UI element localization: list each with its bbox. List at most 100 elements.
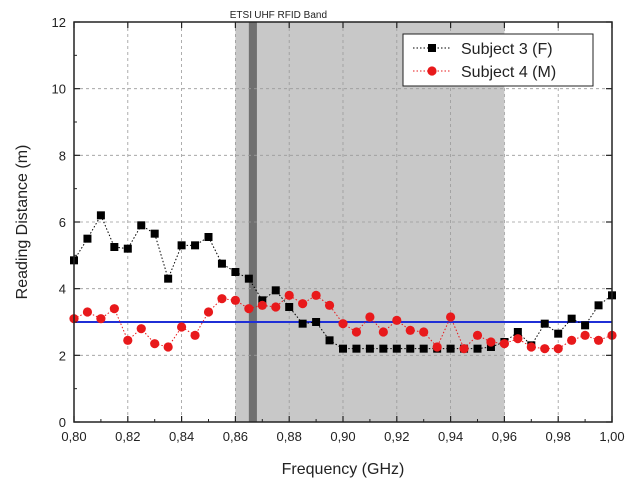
data-point xyxy=(217,294,227,304)
data-point xyxy=(365,344,374,353)
data-point xyxy=(96,314,106,324)
data-point xyxy=(554,329,563,338)
x-tick-label: 0,80 xyxy=(61,429,86,444)
y-tick-label: 8 xyxy=(59,148,66,163)
data-point xyxy=(244,304,254,314)
data-point xyxy=(486,343,495,351)
x-tick-label: 0,90 xyxy=(330,429,355,444)
data-point xyxy=(472,330,483,340)
data-point xyxy=(285,303,294,311)
data-point xyxy=(204,233,213,241)
data-point xyxy=(513,328,522,336)
data-point xyxy=(231,268,240,276)
data-point xyxy=(83,234,92,243)
x-tick-label: 0,98 xyxy=(546,429,571,444)
legend-marker-square xyxy=(428,44,436,52)
data-point xyxy=(244,274,253,283)
data-point xyxy=(177,241,186,250)
data-point xyxy=(230,295,240,305)
y-tick-label: 4 xyxy=(59,282,66,297)
data-point xyxy=(312,318,321,326)
data-point xyxy=(271,302,281,312)
data-point xyxy=(136,324,146,334)
data-point xyxy=(284,290,294,300)
y-tick-label: 2 xyxy=(59,348,66,363)
data-point xyxy=(392,344,401,353)
data-point xyxy=(580,330,590,340)
data-point xyxy=(352,344,361,353)
data-point xyxy=(298,299,308,309)
data-point xyxy=(567,335,577,345)
data-point xyxy=(473,344,482,353)
data-point xyxy=(164,274,173,283)
data-point xyxy=(405,325,415,335)
data-point xyxy=(593,335,604,345)
data-point xyxy=(446,312,456,322)
data-point xyxy=(150,229,159,238)
data-point xyxy=(567,314,576,323)
data-point xyxy=(258,296,267,305)
grid-layer xyxy=(74,22,612,422)
data-point xyxy=(378,327,388,337)
data-point xyxy=(526,342,536,352)
data-point xyxy=(581,321,590,330)
data-point xyxy=(123,244,132,253)
data-point xyxy=(392,315,402,325)
data-point xyxy=(137,221,146,230)
y-tick-label: 10 xyxy=(52,82,66,97)
legend-box xyxy=(402,33,594,87)
y-tick-label: 12 xyxy=(52,15,66,30)
data-point xyxy=(553,344,563,354)
x-axis-title: Frequency (GHz) xyxy=(282,461,405,478)
data-point xyxy=(499,339,509,349)
data-point xyxy=(311,290,321,300)
data-point xyxy=(338,319,348,329)
data-point xyxy=(324,300,335,310)
x-tick-label: 0,88 xyxy=(277,429,302,444)
data-point xyxy=(513,334,523,344)
y-tick-label: 0 xyxy=(59,415,66,430)
series-layer xyxy=(69,211,617,354)
data-point xyxy=(486,337,496,347)
band-label-1: ETSI xyxy=(230,10,252,21)
data-point xyxy=(298,319,307,328)
data-point xyxy=(177,322,187,332)
data-point xyxy=(540,344,550,354)
data-point xyxy=(163,342,173,352)
data-point xyxy=(123,335,133,345)
data-point xyxy=(82,307,93,317)
data-point xyxy=(459,344,469,354)
data-point xyxy=(379,344,388,353)
legend: Subject 3 (F) Subject 4 (M) xyxy=(402,33,594,87)
x-tick-label: 0,94 xyxy=(438,429,463,444)
legend-label: Subject 3 (F) xyxy=(461,41,553,58)
x-tick-label: 0,84 xyxy=(169,429,194,444)
y-axis-title: Reading Distance (m) xyxy=(14,145,31,300)
legend-label: Subject 4 (M) xyxy=(461,64,556,81)
data-point xyxy=(325,336,334,345)
series-2 xyxy=(69,290,617,354)
data-point xyxy=(191,241,200,250)
data-point xyxy=(203,307,214,317)
data-point xyxy=(406,344,415,353)
data-point xyxy=(217,259,226,268)
data-point xyxy=(419,344,428,353)
band-label-0: UHF RFID Band xyxy=(254,10,327,21)
legend-marker-circle xyxy=(427,66,437,76)
data-point xyxy=(96,211,105,220)
x-tick-label: 0,96 xyxy=(492,429,517,444)
tick-layer: 0,80 0,82 0,84 0,86 0,88 0,90 0,92 0,94 0,96 0,98… xyxy=(52,15,625,444)
data-point xyxy=(109,304,119,314)
data-point xyxy=(257,300,267,310)
x-tick-label: 1,00 xyxy=(599,429,624,444)
data-point xyxy=(446,344,455,353)
data-point xyxy=(271,286,280,295)
x-tick-label: 0,92 xyxy=(384,429,409,444)
x-tick-label: 0,86 xyxy=(223,429,248,444)
data-point xyxy=(351,327,362,337)
x-tick-label: 0,82 xyxy=(115,429,140,444)
data-point xyxy=(432,342,442,352)
data-point xyxy=(339,344,347,353)
